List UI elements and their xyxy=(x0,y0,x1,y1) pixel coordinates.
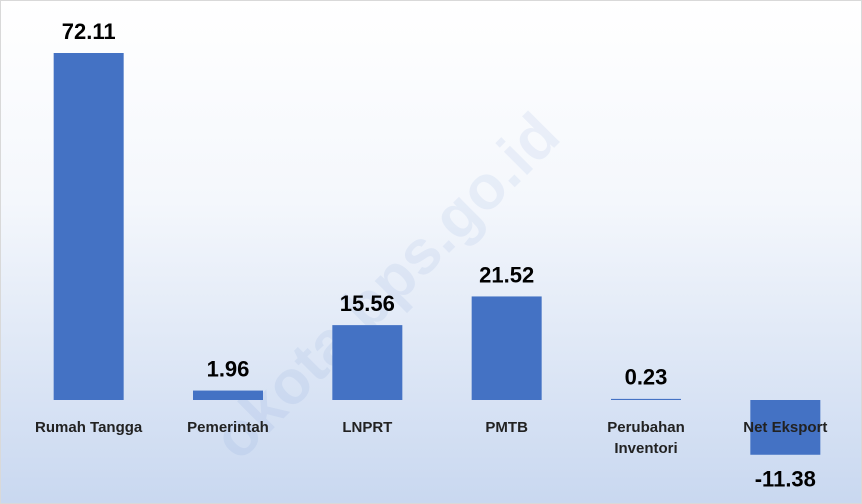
bar xyxy=(471,296,542,400)
category-label: Net Eksport xyxy=(743,419,828,436)
bar xyxy=(332,325,403,400)
category-label: PMTB xyxy=(485,419,528,436)
bar xyxy=(750,400,821,455)
bar xyxy=(193,390,263,400)
value-label: 15.56 xyxy=(340,291,395,316)
category-label: Perubahan Inventori xyxy=(607,419,685,457)
bar xyxy=(53,53,124,400)
value-label: 21.52 xyxy=(479,262,534,287)
category-label: Rumah Tangga xyxy=(35,419,143,436)
value-label: 0.23 xyxy=(625,365,668,390)
bar xyxy=(611,398,681,400)
category-label: LNPRT xyxy=(342,419,393,436)
value-label: 1.96 xyxy=(207,356,250,381)
value-label: 72.11 xyxy=(62,19,116,44)
value-label: -11.38 xyxy=(755,467,816,492)
category-label: Pemerintah xyxy=(187,419,269,436)
